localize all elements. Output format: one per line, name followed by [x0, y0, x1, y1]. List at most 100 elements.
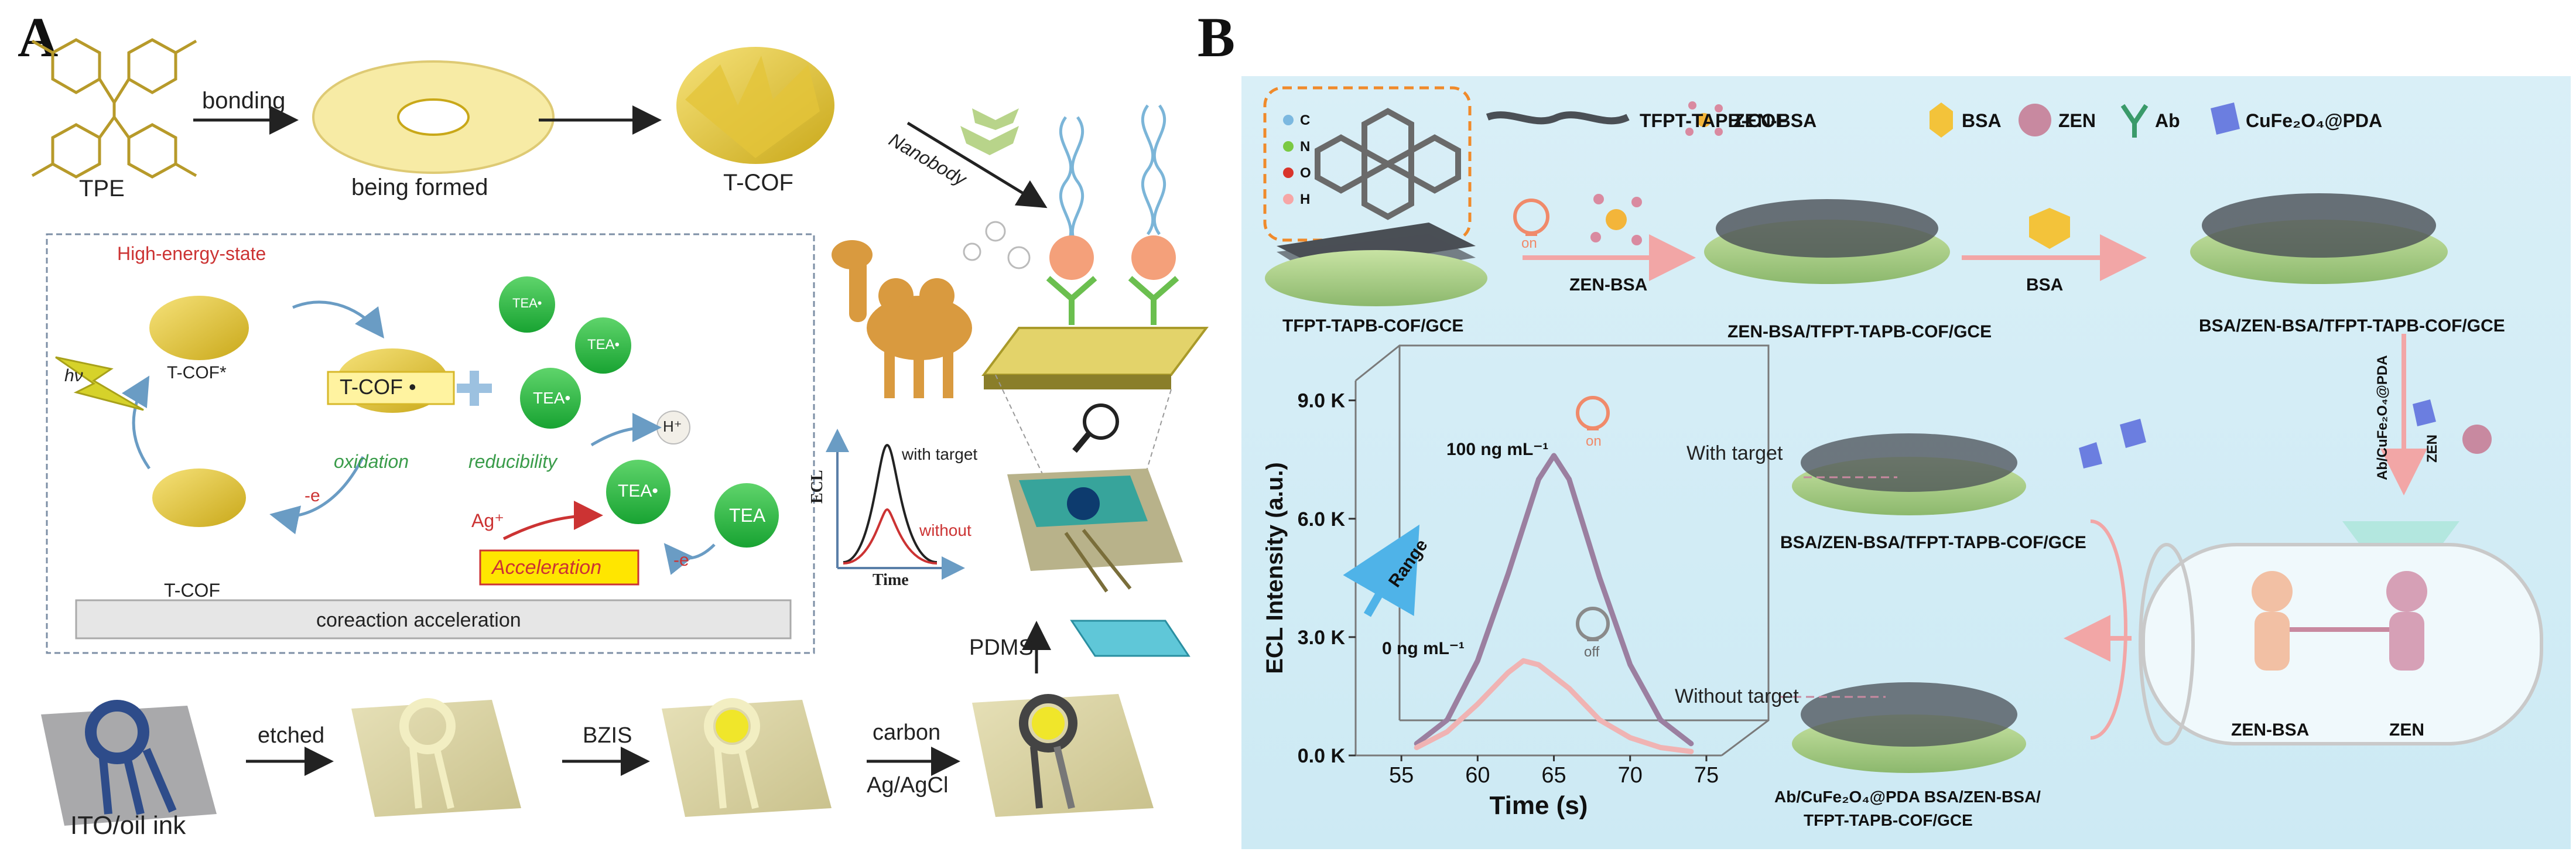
y-tick-label-3: 9.0 K: [1298, 390, 1346, 412]
tea-label-1: TEA•: [512, 296, 542, 310]
tcof-radical-icon: [327, 348, 455, 413]
tpe-molecule-icon: [31, 38, 197, 179]
electrode-5-label-2: TFPT-TAPB-COF/GCE: [1804, 811, 1973, 829]
with-target-label: with target: [902, 445, 978, 463]
legend-cof: TFPT-TAPB-COF: [1640, 110, 1787, 131]
minus-e-label: -e: [305, 486, 320, 505]
ab-cufe-step-icon: [2413, 399, 2436, 426]
coreaction-banner-label: coreaction acceleration: [316, 609, 521, 631]
antigen-icon-2: [1131, 235, 1176, 280]
carbon-label: carbon: [873, 720, 941, 745]
series-line-1: [1414, 658, 1694, 754]
conc-high-label: 100 ng mL⁻¹: [1446, 440, 1549, 459]
on-label-1: on: [1521, 235, 1537, 251]
being-formed-label: being formed: [351, 175, 488, 200]
tcof-ground-icon: [152, 468, 246, 527]
chip-device-icon: [1007, 468, 1183, 593]
bubbles-icon: [963, 221, 1031, 269]
atom-h-label: H: [1300, 191, 1311, 207]
series-line-0: [1414, 453, 1694, 747]
tea-label-2: TEA•: [587, 337, 620, 353]
on-bulb-icon-2: [1576, 396, 1610, 430]
without-label: without: [919, 521, 971, 539]
series-0-point-7: [1597, 576, 1602, 580]
cycle-arrow-3: [121, 375, 151, 470]
series-0-point-6: [1567, 477, 1571, 481]
y-tick-label-0: 0.0 K: [1298, 745, 1346, 767]
coreaction-banner: [75, 599, 792, 639]
with-target-label-b: With target: [1686, 442, 1783, 464]
bsa-legend-icon: [1930, 102, 1953, 138]
antigen-icon: [1049, 235, 1094, 280]
electrode-4: [1792, 433, 2026, 515]
series-0-point-8: [1628, 663, 1632, 667]
series-1-point-4: [1521, 659, 1525, 663]
electrode-4-label: BSA/ZEN-BSA/TFPT-TAPB-COF/GCE: [1780, 533, 2086, 552]
series-1-point-7: [1597, 718, 1602, 722]
electrode-3: [2190, 193, 2448, 284]
series-0-point-5: [1552, 454, 1556, 457]
tea-label-5: TEA: [729, 505, 766, 526]
series-0-point-9: [1658, 718, 1662, 722]
mechanism-box: [46, 233, 815, 654]
zen-bsa-figure-icon: [2252, 571, 2293, 612]
zen-bsa-step-icon: [1590, 194, 1642, 245]
carbon-chip-icon: [972, 694, 1154, 817]
step-zen-bsa-label: ZEN-BSA: [1569, 275, 1648, 295]
panel-b-letter: B: [1198, 6, 1236, 69]
nanobody-icon: [960, 108, 1019, 155]
legend-bsa: BSA: [1962, 110, 2002, 131]
cycle-arrow-1: [292, 300, 385, 338]
series-0-point-2: [1476, 659, 1480, 663]
series-0-point-3: [1506, 572, 1510, 576]
cycle-arrow-2: [269, 456, 365, 535]
series-0-point-1: [1445, 718, 1449, 722]
x-axis-label: Time (s): [1490, 791, 1588, 820]
series-1-point-9: [1658, 745, 1662, 750]
cof-hexagon-icon: [1315, 108, 1461, 220]
minus-e2-label: -e: [673, 550, 689, 570]
oxidation-label: oxidation: [334, 451, 409, 472]
conc-low-label: 0 ng mL⁻¹: [1382, 639, 1465, 658]
tcof-label: T-COF: [164, 580, 220, 601]
electrode-1-label: TFPT-TAPB-COF/GCE: [1282, 316, 1464, 336]
on-label-2: on: [1586, 433, 1602, 449]
tpe-label: TPE: [79, 176, 125, 201]
plus-icon: [457, 371, 492, 406]
step-ab-label: Ab/CuFe₂O₄@PDA: [2375, 355, 2390, 480]
panel-a-illustration: [31, 38, 1209, 826]
off-label: off: [1584, 644, 1600, 660]
dna-helix-icon: [1059, 104, 1166, 247]
electrode-surface: [981, 327, 1209, 376]
tcof-star-label: T-COF*: [167, 363, 227, 382]
tcof-radical-label: T-COF •: [340, 375, 416, 399]
legend-zen: ZEN: [2058, 110, 2096, 131]
series-1-point-3: [1506, 671, 1510, 675]
camel-icon: [832, 240, 972, 398]
atom-n-label: N: [1300, 139, 1311, 155]
without-target-label-b: Without target: [1675, 685, 1799, 707]
zen-bsa-legend-icon: [1685, 101, 1723, 136]
high-energy-label: High-energy-state: [117, 243, 266, 264]
reducibility-label: reducibility: [468, 451, 557, 472]
pdms-layer-icon: [1070, 620, 1190, 657]
legend-ab: Ab: [2155, 110, 2180, 131]
tcof-star-icon: [149, 296, 249, 360]
bzis-chip-icon: [662, 698, 832, 817]
panel-a: TPE bonding being formed T-COF Nanobody …: [0, 0, 1236, 852]
x-tick-label-0: 55: [1389, 763, 1414, 788]
ab-legend-icon: [2120, 104, 2149, 138]
hv-label: hν: [64, 366, 83, 385]
series-1-point-0: [1415, 745, 1419, 750]
series-1-point-10: [1689, 750, 1693, 754]
ito-chip-icon: [41, 700, 217, 826]
tcof-top-label: T-COF: [723, 170, 793, 196]
cof-legend-icon: [1486, 111, 1630, 125]
range-arrow: [1343, 524, 1419, 617]
on-bulb-icon-1: [1513, 199, 1549, 236]
electrode-5-label-1: Ab/CuFe₂O₄@PDA BSA/ZEN-BSA/: [1774, 788, 2041, 806]
ito-label: ITO/oil ink: [70, 811, 186, 840]
ecl-xlabel: Time: [873, 571, 909, 589]
tea-radicals: [499, 276, 779, 548]
y-tick-label-1: 3.0 K: [1298, 627, 1346, 649]
